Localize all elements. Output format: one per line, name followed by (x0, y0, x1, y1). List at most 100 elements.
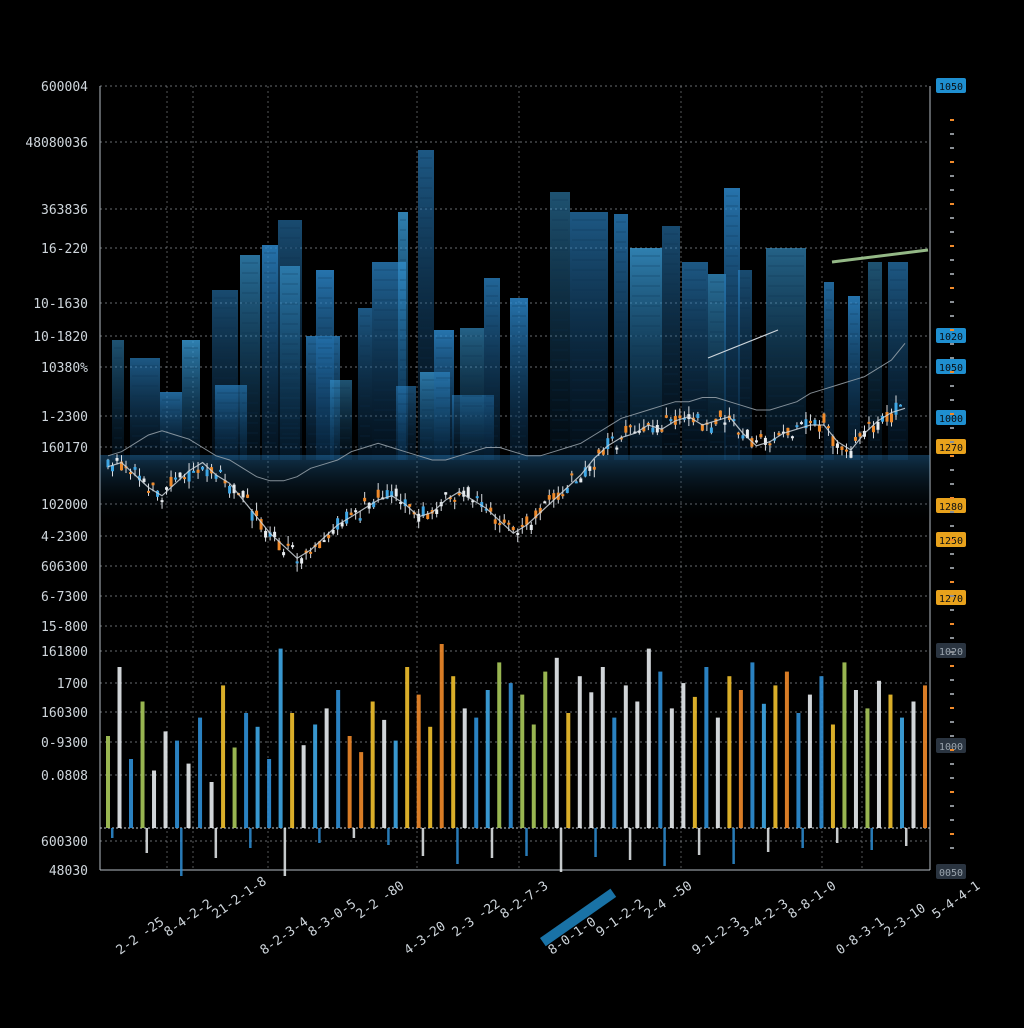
candle-body (160, 500, 164, 503)
candle-body (718, 410, 722, 417)
x-tick-label: 9-1-2-3 (690, 915, 743, 959)
candle-body (646, 423, 650, 426)
volume-bar-below (421, 828, 425, 856)
volume-bar (819, 676, 824, 828)
volume-bar (543, 671, 548, 828)
candle-body (696, 413, 700, 419)
candle-body (619, 437, 623, 440)
y-right-badge (936, 359, 966, 374)
y-tick-label: 363836 (41, 203, 88, 218)
candle-body (799, 422, 803, 425)
candle-body (142, 478, 146, 482)
y-tick-label: 1700 (57, 677, 88, 692)
skyline-building (724, 188, 740, 460)
y-right-tick-label: 1270 (939, 594, 963, 605)
volume-bar (876, 680, 881, 828)
y-tick-label: 160300 (41, 706, 88, 721)
candle-body (610, 436, 614, 439)
volume-bar (784, 671, 789, 828)
candle-body (174, 477, 178, 480)
volume-bar (313, 724, 318, 828)
volume-bar-below (628, 828, 632, 860)
skyline-building (614, 214, 628, 460)
volume-bar (416, 694, 421, 828)
candle-body (309, 551, 313, 554)
candle-body (169, 476, 173, 487)
skyline-building (330, 380, 352, 460)
candle-body (813, 419, 817, 426)
price-line-1 (107, 407, 906, 560)
y-right-badge (936, 643, 966, 658)
volume-bar-below (111, 828, 114, 838)
skyline-building (396, 386, 416, 460)
candle-body (444, 492, 448, 495)
candle-body (255, 510, 259, 517)
y-right-badge (936, 328, 966, 343)
candle-body (435, 509, 439, 514)
y-right-badge (936, 498, 966, 513)
volume-bar-below (283, 828, 287, 876)
y-tick-label: 102000 (41, 498, 88, 513)
y-right-tick-label: 1000 (939, 414, 963, 425)
skyline-building (182, 340, 200, 460)
candle-body (858, 433, 862, 437)
candle-body (714, 418, 718, 425)
x-tick-label: 2-3-10 (882, 901, 929, 940)
volume-bar (336, 690, 341, 828)
volume-bar-below (732, 828, 735, 864)
candle-body (741, 435, 745, 439)
skyline-building (160, 392, 182, 460)
candle-body (363, 497, 367, 502)
candle-body (390, 491, 394, 497)
candle-body (214, 474, 218, 479)
volume-bar (589, 692, 594, 828)
candle-body (516, 532, 520, 536)
volume-bar (796, 713, 801, 828)
candle-body (781, 431, 785, 434)
y-right-tick-label: 1020 (939, 332, 963, 343)
candle-body (898, 404, 902, 407)
x-tick-label: 3-4-2-3 (738, 897, 791, 941)
candle-body (147, 490, 151, 493)
candle-body (318, 541, 322, 549)
candle-body (700, 424, 704, 431)
candle-body (727, 415, 731, 420)
candle-body (376, 489, 380, 498)
volume-bar-below (214, 828, 218, 858)
x-tick-label: 8-2-3-4 (258, 914, 312, 958)
volume-bar (554, 657, 559, 828)
volume-bar (140, 701, 145, 828)
volume-bar (186, 763, 191, 828)
candle-body (835, 443, 839, 448)
y-right-badge (936, 864, 966, 879)
y-right-tick-label: 1280 (939, 502, 963, 513)
candle-body (525, 516, 529, 525)
skyline-building (570, 212, 608, 460)
candle-body (628, 425, 632, 428)
y-tick-label: 10-1820 (33, 330, 88, 345)
volume-bar (738, 690, 743, 828)
candle-body (394, 488, 398, 497)
y-tick-label: 0-9300 (41, 736, 88, 751)
candle-body (493, 519, 497, 524)
candle-body (552, 493, 556, 500)
candle-body (817, 424, 821, 432)
volume-bar (106, 736, 110, 828)
candle-body (840, 446, 844, 450)
x-tick-label: 2-4 -50 (642, 879, 695, 923)
y-right-tick-label: 1250 (939, 536, 963, 547)
candle-body (534, 510, 538, 519)
trend-line (707, 329, 779, 359)
candle-body (669, 419, 673, 422)
y-right-tick-label: 0050 (939, 868, 963, 879)
candle-body (565, 487, 569, 493)
candle-body (183, 477, 187, 480)
volume-bar (853, 690, 858, 828)
volume-bar (773, 685, 778, 828)
volume-bar (727, 676, 732, 828)
volume-bar (658, 671, 663, 828)
volume-bar (623, 685, 628, 828)
candle-body (300, 558, 304, 564)
skyline-building (130, 358, 160, 460)
volume-bar (497, 662, 502, 828)
